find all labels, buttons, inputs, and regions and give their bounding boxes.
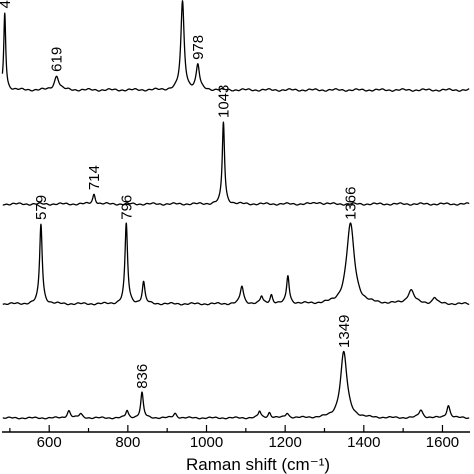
x-tick-label: 600 bbox=[37, 434, 62, 451]
peak-label-836: 836 bbox=[134, 364, 151, 389]
peak-label-1043: 1043 bbox=[215, 85, 232, 118]
peak-label-978: 978 bbox=[190, 35, 207, 60]
spectra-group bbox=[1, 0, 470, 420]
peak-label-714: 714 bbox=[86, 165, 103, 190]
x-tick-label: 1200 bbox=[268, 434, 301, 451]
peak-label-1349: 1349 bbox=[336, 315, 353, 348]
peak-label-487: 487 bbox=[0, 0, 14, 9]
peak-label-796: 796 bbox=[118, 195, 135, 220]
peak-label-619: 619 bbox=[49, 47, 66, 72]
spectrum-line-2 bbox=[2, 121, 470, 206]
x-tick-label: 1000 bbox=[190, 434, 223, 451]
x-tick-label: 800 bbox=[115, 434, 140, 451]
x-tick-label: 1400 bbox=[347, 434, 380, 451]
peak-label-579: 579 bbox=[33, 195, 50, 220]
x-axis: 600 800 1000 1200 1400 1600 bbox=[2, 425, 470, 451]
x-axis-label: Raman shift (cm⁻¹) bbox=[186, 455, 330, 474]
spectrum-line-4 bbox=[2, 350, 470, 420]
x-tick-label: 1600 bbox=[426, 434, 459, 451]
peak-label-1366: 1366 bbox=[342, 187, 359, 220]
spectrum-line-3 bbox=[2, 222, 470, 306]
spectrum-line-1 bbox=[1, 0, 470, 92]
x-ticks-group: 600 800 1000 1200 1400 1600 bbox=[9, 425, 459, 451]
peak-labels-group: 487619939978714104357979613668361349 bbox=[0, 0, 359, 389]
